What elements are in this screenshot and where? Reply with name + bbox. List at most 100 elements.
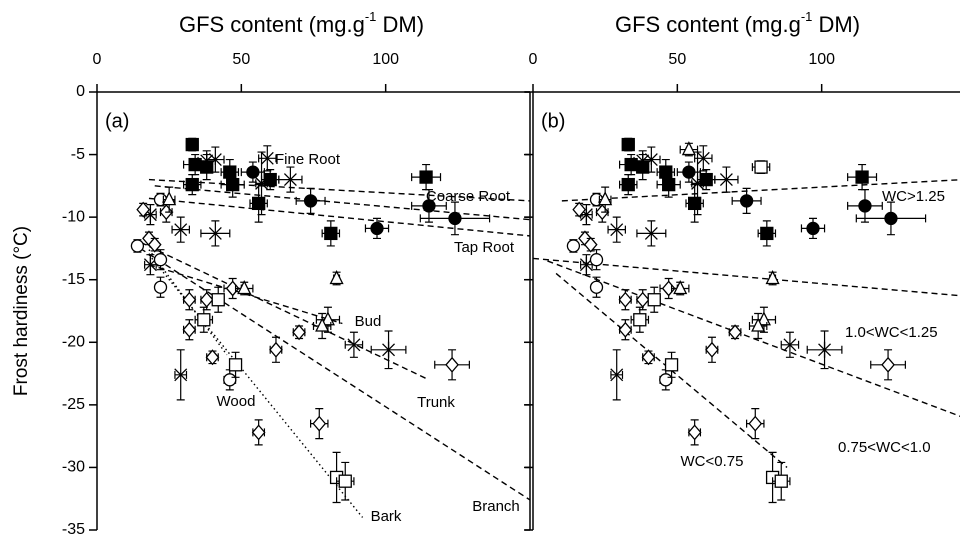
x-tick-label: 50 — [668, 51, 686, 68]
x-tick-label: 100 — [372, 51, 399, 68]
point — [182, 321, 197, 338]
point — [644, 226, 658, 240]
point — [199, 291, 214, 308]
point — [312, 415, 327, 432]
point — [610, 368, 624, 382]
x-axis-title-text: GFS content (mg.g — [615, 12, 801, 37]
fit-line-label: WC>1.25 — [882, 188, 945, 205]
point — [237, 280, 252, 295]
fit-line-label: Bark — [371, 508, 402, 525]
point — [765, 270, 780, 285]
x-axis-title-sup: -1 — [365, 9, 377, 24]
point — [283, 173, 297, 187]
point — [303, 194, 318, 208]
point — [583, 236, 598, 253]
point — [858, 199, 872, 213]
x-axis-title-text: GFS content (mg.g — [179, 12, 365, 37]
fit-line — [148, 249, 228, 356]
point — [211, 293, 225, 307]
point — [419, 170, 433, 184]
fit-line-label: Tap Root — [454, 239, 515, 256]
fit-line — [139, 241, 430, 381]
point — [147, 236, 162, 253]
y-tick-label: -25 — [62, 396, 85, 413]
point — [636, 152, 650, 169]
point — [754, 160, 768, 174]
point — [162, 191, 177, 206]
point — [618, 321, 633, 338]
point — [566, 239, 581, 253]
fit-line — [148, 178, 531, 202]
point — [647, 293, 661, 307]
fit-line-label: Trunk — [417, 394, 455, 411]
point — [751, 317, 766, 332]
point — [739, 194, 754, 208]
point — [382, 341, 396, 358]
point — [662, 177, 676, 192]
point — [205, 349, 220, 366]
fit-line — [532, 257, 960, 297]
x-axis-title: GFS content (mg.g-1 DM) — [615, 9, 860, 36]
point — [610, 223, 624, 237]
point — [884, 211, 898, 226]
point — [855, 170, 869, 184]
fit-line-label: Coarse Root — [426, 188, 511, 205]
point — [445, 356, 459, 373]
x-axis-title-tail: DM) — [812, 12, 860, 37]
point — [806, 221, 820, 236]
point — [621, 137, 635, 152]
point — [774, 474, 788, 488]
fit-line — [148, 197, 531, 237]
point — [783, 338, 797, 352]
point — [681, 141, 696, 156]
point — [153, 280, 168, 294]
fit-line-label: 0.75<WC<1.0 — [838, 439, 931, 456]
y-tick-label: -10 — [62, 208, 85, 225]
point — [664, 358, 679, 372]
fit-line — [561, 179, 960, 202]
point — [687, 424, 702, 441]
point — [728, 324, 742, 341]
point — [320, 311, 335, 326]
point — [246, 165, 260, 179]
point — [223, 373, 237, 387]
point — [338, 474, 352, 488]
point — [682, 165, 696, 179]
fit-line-label: Wood — [217, 393, 256, 410]
point — [130, 239, 145, 253]
fit-line-label: WC<0.75 — [681, 453, 744, 470]
point — [641, 349, 656, 366]
point — [315, 317, 330, 332]
point — [621, 177, 635, 192]
point — [618, 291, 633, 308]
point — [448, 211, 462, 226]
point — [228, 358, 243, 372]
point — [589, 253, 604, 267]
fit-line-label: Branch — [472, 498, 520, 515]
fit-line — [154, 185, 531, 221]
point — [818, 341, 832, 358]
x-tick-label: 50 — [232, 51, 250, 68]
point — [696, 151, 710, 165]
panel: GFS content (mg.g-1 DM) (b) 0 50 100 WC>1.25 1… — [525, 9, 960, 531]
y-tick-label: 0 — [76, 83, 85, 100]
x-tick-label: 0 — [93, 51, 102, 68]
fit-line — [139, 247, 531, 501]
point — [881, 356, 895, 373]
fit-line-label: Bud — [355, 313, 382, 330]
point — [208, 226, 222, 240]
x-tick-label: 0 — [529, 51, 538, 68]
point — [688, 196, 702, 211]
x-axis-title-sup: -1 — [801, 9, 813, 24]
fit-line-label: Fine Root — [275, 151, 341, 168]
point — [185, 177, 199, 192]
point — [260, 151, 274, 165]
point — [422, 199, 436, 213]
point — [572, 201, 587, 218]
point — [347, 338, 361, 352]
x-tick-label: 100 — [808, 51, 835, 68]
point — [255, 176, 268, 190]
point — [200, 152, 214, 169]
point — [673, 280, 688, 295]
